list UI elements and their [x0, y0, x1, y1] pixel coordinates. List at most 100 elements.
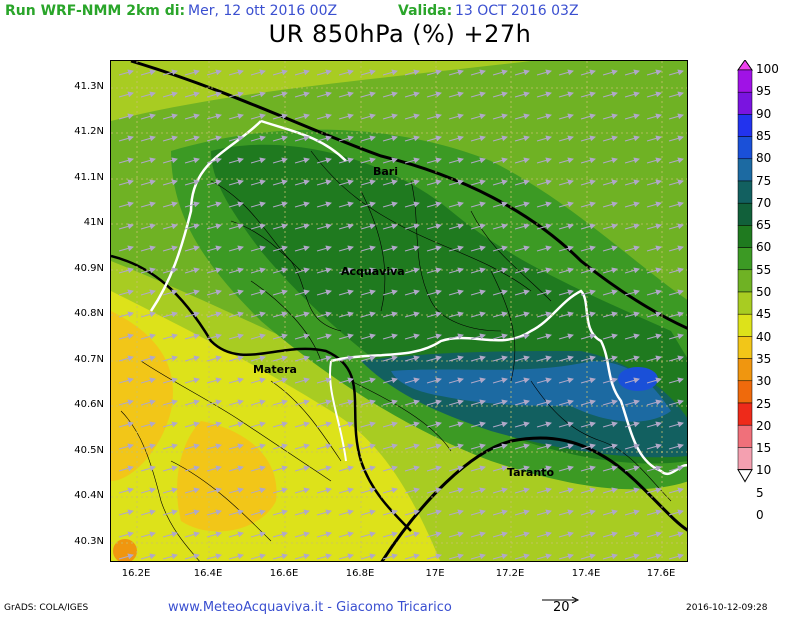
wind-arrow	[382, 421, 398, 428]
wind-arrow	[448, 179, 464, 186]
wind-arrow	[492, 465, 508, 472]
wind-arrow	[580, 487, 596, 494]
wind-arrow	[338, 223, 354, 230]
wind-arrow	[426, 289, 442, 296]
wind-arrow	[118, 223, 134, 230]
run-label: Run WRF-NMM 2km di:	[5, 3, 186, 19]
wind-arrow	[140, 91, 156, 98]
wind-arrow	[668, 553, 684, 560]
wind-arrow	[162, 531, 178, 538]
colorbar-label: 70	[756, 195, 772, 210]
province-boundary	[149, 120, 262, 312]
wind-arrow	[448, 531, 464, 538]
wind-arrow	[184, 179, 200, 186]
colorbar-label: 60	[756, 240, 772, 255]
wind-arrow	[492, 377, 508, 384]
wind-arrow	[492, 487, 508, 494]
wind-arrow	[514, 113, 530, 120]
wind-arrow	[492, 245, 508, 252]
colorbar-swatch	[737, 91, 753, 115]
wind-arrow	[646, 179, 662, 186]
wind-arrow	[272, 311, 288, 318]
wind-arrow	[646, 531, 662, 538]
wind-arrow	[272, 69, 288, 76]
wind-arrow	[404, 421, 420, 428]
wind-arrow	[316, 289, 332, 296]
wind-arrow	[184, 421, 200, 428]
wind-arrow	[206, 135, 222, 142]
wind-arrow	[338, 179, 354, 186]
wind-arrow	[514, 91, 530, 98]
wind-arrow	[184, 267, 200, 274]
wind-arrow	[294, 245, 310, 252]
wind-arrow	[228, 289, 244, 296]
wind-arrow	[470, 333, 486, 340]
wind-arrow	[228, 311, 244, 318]
wind-arrow	[492, 553, 508, 560]
wind-arrow	[250, 69, 266, 76]
wind-arrow	[514, 553, 530, 560]
wind-arrow	[338, 311, 354, 318]
wind-arrow	[646, 113, 662, 120]
wind-arrow	[492, 333, 508, 340]
wind-arrow	[602, 465, 618, 472]
wind-arrow	[162, 509, 178, 516]
generation-timestamp: 2016-10-12-09:28	[686, 603, 768, 613]
wind-arrow	[228, 509, 244, 516]
wind-arrow	[294, 113, 310, 120]
wind-arrow	[360, 553, 376, 560]
wind-arrow	[558, 179, 574, 186]
wind-arrow	[470, 311, 486, 318]
wind-arrow	[338, 157, 354, 164]
wind-arrow	[360, 267, 376, 274]
wind-arrow	[558, 157, 574, 164]
wind-arrow	[580, 289, 596, 296]
wind-arrow	[294, 223, 310, 230]
wind-arrow	[338, 69, 354, 76]
wind-arrow	[294, 267, 310, 274]
wind-arrow	[602, 179, 618, 186]
wind-arrow	[536, 311, 552, 318]
wind-arrow	[272, 509, 288, 516]
wind-arrow	[668, 267, 684, 274]
wind-arrow	[360, 157, 376, 164]
city-matera: Matera	[253, 363, 297, 376]
wind-arrow	[602, 399, 618, 406]
wind-arrow	[580, 91, 596, 98]
wind-arrow	[382, 245, 398, 252]
wind-arrow	[624, 465, 640, 472]
wind-arrow	[646, 421, 662, 428]
wind-arrow	[470, 377, 486, 384]
wind-arrow	[140, 443, 156, 450]
region-boundary	[111, 254, 412, 532]
wind-arrow	[536, 245, 552, 252]
wind-arrow	[250, 487, 266, 494]
wind-arrow	[338, 91, 354, 98]
wind-arrow	[558, 553, 574, 560]
wind-arrow	[118, 113, 134, 120]
website-link[interactable]: www.MeteoAcquaviva.it - Giacomo Tricaric…	[168, 600, 452, 615]
wind-arrow	[162, 333, 178, 340]
wind-arrow	[448, 91, 464, 98]
wind-arrow	[580, 421, 596, 428]
wind-arrow	[316, 223, 332, 230]
wind-arrow	[294, 377, 310, 384]
wind-arrow	[580, 69, 596, 76]
wind-arrow	[646, 333, 662, 340]
wind-arrow	[338, 399, 354, 406]
wind-arrow	[228, 443, 244, 450]
wind-arrow	[184, 91, 200, 98]
wind-arrow	[536, 267, 552, 274]
wind-arrow	[426, 69, 442, 76]
wind-arrow	[184, 333, 200, 340]
wind-arrow	[668, 91, 684, 98]
wind-arrow	[206, 553, 222, 560]
wind-arrow	[228, 157, 244, 164]
wind-arrow	[624, 267, 640, 274]
wind-arrow	[404, 443, 420, 450]
wind-arrow	[250, 421, 266, 428]
wind-arrow	[250, 157, 266, 164]
wind-arrow	[514, 135, 530, 142]
wind-arrow	[338, 267, 354, 274]
wind-arrow	[492, 531, 508, 538]
